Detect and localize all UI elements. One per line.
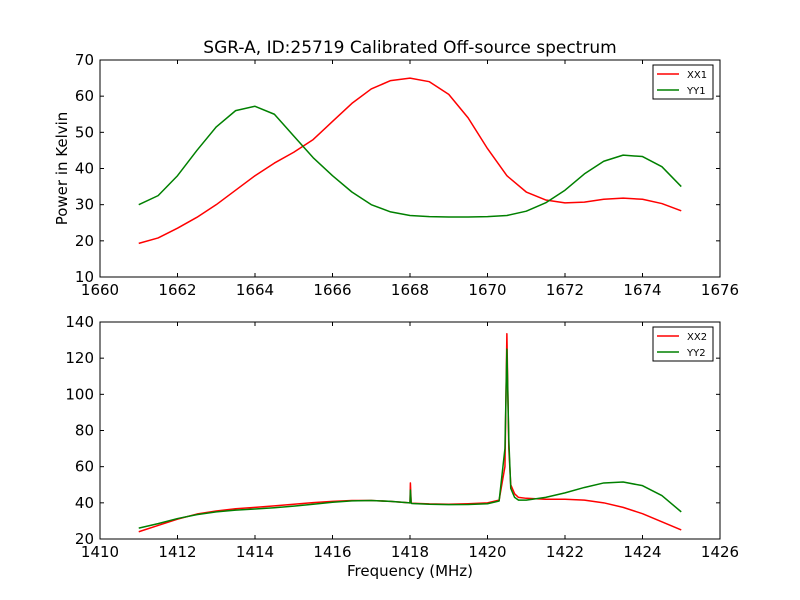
x-tick-label: 1414	[236, 543, 274, 561]
top-panel: 1660 1662 1664 1666 1668 1670 1672 1674 1676 10 20…	[53, 51, 739, 299]
legend-box	[652, 64, 714, 100]
x-tick-label: 1664	[236, 281, 274, 299]
legend-label-xx1: XX1	[687, 70, 707, 81]
y-tick-label: 40	[75, 494, 94, 512]
x-tick-label: 1668	[391, 281, 429, 299]
series-line-yy2	[138, 348, 682, 529]
x-tick-label: 1672	[546, 281, 584, 299]
x-tick-label: 1426	[701, 543, 739, 561]
y-tick-label: 100	[65, 385, 94, 403]
y-tick-label: 10	[75, 268, 94, 286]
x-tick-label: 1674	[623, 281, 661, 299]
y-tick-label: 60	[75, 87, 94, 105]
y-tick-label: 60	[75, 458, 94, 476]
y-tick-label: 140	[65, 313, 94, 331]
y-tick-label: 70	[75, 51, 94, 69]
x-tick-label: 1676	[701, 281, 739, 299]
x-tick-label: 1422	[546, 543, 584, 561]
legend-label-yy1: YY1	[686, 86, 706, 97]
y-tick-label: 20	[75, 232, 94, 250]
chart-title: SGR-A, ID:25719 Calibrated Off-source sp…	[203, 38, 616, 58]
y-tick-label: 20	[75, 530, 94, 548]
x-axis-label: Frequency (MHz)	[347, 562, 473, 580]
x-tick-label: 1670	[468, 281, 506, 299]
x-tick-label: 1660	[81, 281, 119, 299]
series-line-yy1	[138, 105, 682, 218]
x-tick-label: 1666	[313, 281, 351, 299]
y-tick-label: 80	[75, 422, 94, 440]
x-tick-label: 1420	[468, 543, 506, 561]
x-tick-label: 1416	[313, 543, 351, 561]
x-tick-label: 1424	[623, 543, 661, 561]
y-tick-label: 40	[75, 160, 94, 178]
x-tick-label: 1412	[158, 543, 196, 561]
series-line-xx1	[138, 77, 682, 245]
y-tick-label: 30	[75, 196, 94, 214]
legend-label-xx2: XX2	[687, 332, 707, 343]
legend-label-yy2: YY2	[686, 348, 706, 359]
x-tick-label: 1410	[81, 543, 119, 561]
bottom-panel: 1410 1412 1414 1416 1418 1420 1422 1424 1426 20 40…	[65, 313, 739, 580]
y-axis-label: Power in Kelvin	[53, 112, 71, 226]
x-tick-label: 1418	[391, 543, 429, 561]
y-tick-label: 50	[75, 123, 94, 141]
x-tick-label: 1662	[158, 281, 196, 299]
y-tick-label: 120	[65, 349, 94, 367]
legend-box	[652, 326, 714, 362]
